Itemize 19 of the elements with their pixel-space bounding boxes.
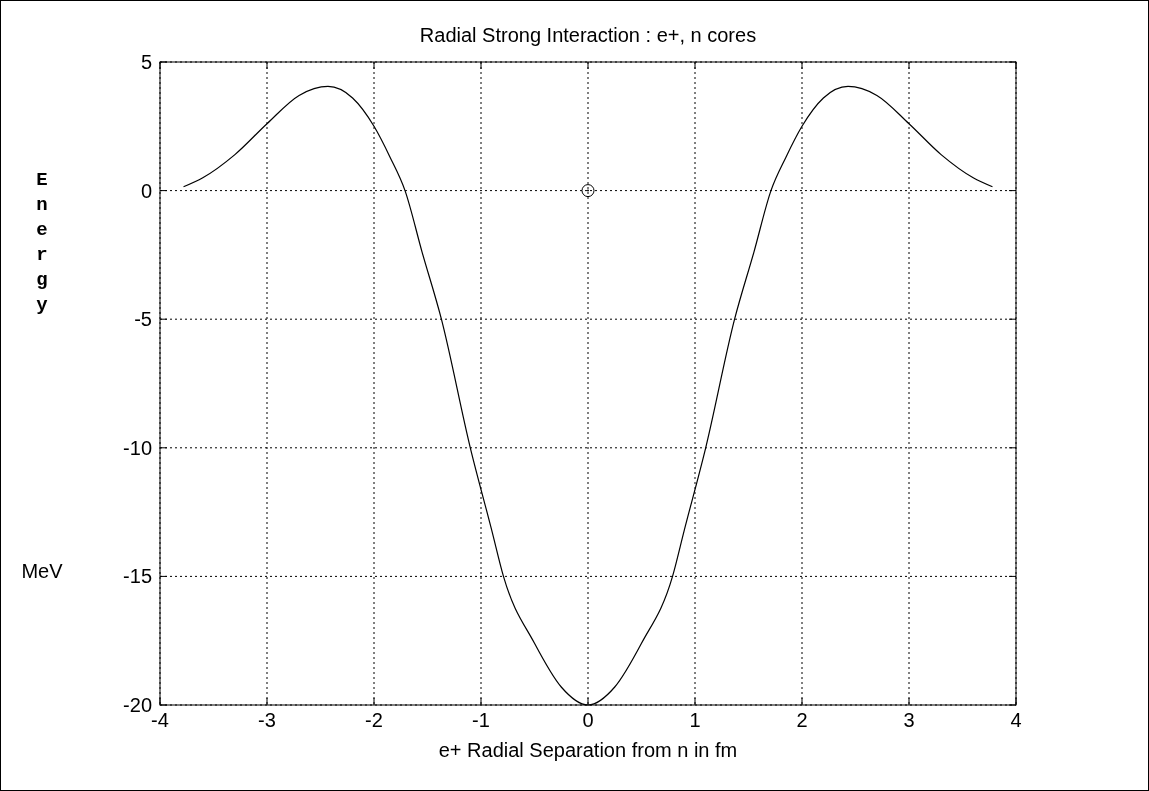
x-tick-label: 0 xyxy=(582,709,594,731)
y-tick-label: -5 xyxy=(134,308,152,331)
x-tick-label: -1 xyxy=(472,709,490,731)
x-tick-label: -3 xyxy=(258,709,276,731)
x-tick-label: 4 xyxy=(1010,709,1022,731)
y-tick-label: 5 xyxy=(140,51,152,73)
chart-title: Radial Strong Interaction : e+, n cores xyxy=(419,24,757,46)
x-tick-label: 3 xyxy=(903,709,915,731)
x-tick-label: 1 xyxy=(689,709,701,731)
x-tick-label: 2 xyxy=(796,709,808,731)
y-tick-label: -20 xyxy=(123,694,152,716)
text: MeV xyxy=(21,560,64,582)
y-tick-label: -15 xyxy=(123,565,152,588)
y-tick-label: -10 xyxy=(123,436,152,459)
y-tick-label: 0 xyxy=(140,179,152,202)
y-axis-title: Energy xyxy=(36,169,49,316)
x-tick-label: -4 xyxy=(151,709,169,731)
x-axis-title: e+ Radial Separation from n in fm xyxy=(438,739,738,761)
x-tick-label: -2 xyxy=(365,709,383,731)
